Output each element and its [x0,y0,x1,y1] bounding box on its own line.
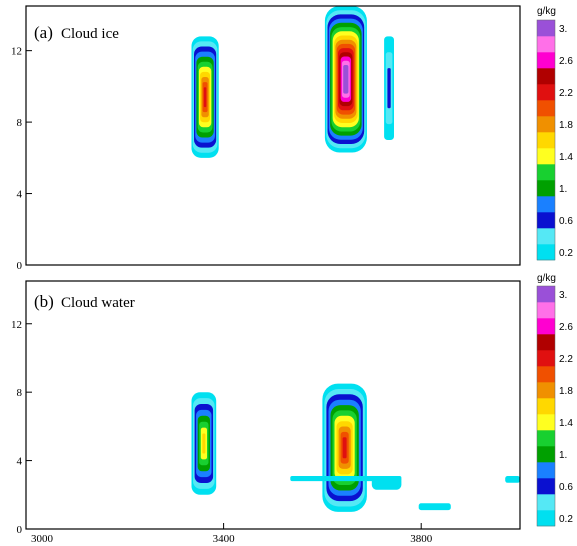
plot-area [26,6,520,265]
contour-level [203,87,207,108]
cloud-feature [324,6,367,153]
colorbar-swatch [537,68,555,85]
colorbar-swatch [537,180,555,197]
panel-label: (b) [34,292,54,311]
colorbar-swatch [537,212,555,229]
colorbar-tick-label: 1.4 [559,418,573,429]
colorbar-swatch [537,20,555,37]
colorbar-swatch [537,132,555,149]
y-tick-label: 4 [17,189,23,201]
colorbar-tick-label: 1. [559,450,567,461]
cloud-feature [191,36,219,158]
plot-area [26,281,520,529]
colorbar-swatch [537,446,555,463]
colorbar-frame [536,285,556,527]
y-tick-label: 12 [11,319,22,331]
colorbar-swatch [537,196,555,213]
colorbar-swatch [537,52,555,69]
colorbar-tick-label: 1. [559,184,567,195]
panel-label: (a) [34,23,53,42]
colorbar-tick-label: 2.6 [559,56,573,67]
colorbar-swatch [537,286,555,303]
y-axis: 0 4 8 12 [11,319,32,536]
plot-frame [25,280,521,530]
panel-title: Cloud water [61,295,135,311]
x-tick-label: 3400 [213,533,236,545]
colorbar-swatch [537,478,555,495]
colorbar-swatch [537,414,555,431]
contour-level [344,69,348,90]
colorbar-tick-label: 2.2 [559,354,573,365]
colorbar-tick-label: 0.2 [559,248,573,259]
colorbar-swatch [537,148,555,165]
colorbar-tick-label: 3. [559,24,567,35]
contour-level [202,433,206,454]
panel-title: Cloud ice [61,26,119,42]
contour-marks [191,6,394,158]
colorbar-swatch [537,494,555,511]
colorbar-swatch [537,84,555,101]
colorbar-swatch [537,430,555,447]
y-tick-label: 4 [17,456,23,468]
colorbar-swatch [537,228,555,245]
contour-marks [191,383,520,512]
cloud-feature [322,383,367,512]
colorbar-tick-label: 2.6 [559,322,573,333]
colorbar-swatch [537,366,555,383]
y-axis: 0 4 8 12 [11,46,32,272]
colorbar-unit: g/kg [537,6,556,17]
colorbar-swatch [537,318,555,335]
cloud-feature [384,36,394,140]
y-tick-label: 8 [17,387,23,399]
colorbar-tick-label: 0.6 [559,216,573,227]
x-tick-label: 3800 [410,533,433,545]
colorbar-tick-label: 3. [559,290,567,301]
y-tick-label: 0 [17,260,23,272]
colorbar-swatch [537,164,555,181]
colorbar-swatch [537,350,555,367]
contour-level [342,437,347,459]
colorbar: 3. 2.6 2.2 1.8 1.4 1. 0.6 0.2 [536,285,573,527]
cloud-feature [505,476,520,483]
contour-level [418,503,451,511]
x-axis: 3000 3400 3800 [25,523,433,545]
colorbar-tick-label: 0.6 [559,482,573,493]
colorbar-tick-label: 1.8 [559,386,573,397]
colorbar-swatch [537,462,555,479]
panel-cloud-ice: 0 4 8 12 (a) Cloud ice 3. 2.6 2.2 1.8 1.4 1. 0.6 0… [11,5,573,272]
plot-frame [25,5,521,266]
colorbar-swatch [537,510,555,527]
y-tick-label: 12 [11,46,22,58]
colorbar-swatch [537,36,555,53]
colorbar: 3. 2.6 2.2 1.8 1.4 1. 0.6 0.2 [536,19,573,261]
colorbar-swatch [537,334,555,351]
contour-level [505,476,520,483]
colorbar-unit: g/kg [537,273,556,284]
colorbar-swatch [537,116,555,133]
colorbar-tick-label: 0.2 [559,514,573,525]
colorbar-swatch [537,398,555,415]
cloud-feature [418,503,451,511]
colorbar-swatch [537,100,555,117]
colorbar-tick-label: 1.4 [559,152,573,163]
colorbar-swatch [537,382,555,399]
contour-level [371,476,402,490]
colorbar-tick-label: 2.2 [559,88,573,99]
contour-level [387,68,391,109]
colorbar-tick-label: 1.8 [559,120,573,131]
colorbar-frame [536,19,556,261]
cloud-feature [191,392,217,495]
colorbar-swatch [537,302,555,319]
colorbar-swatch [537,244,555,261]
x-tick-label: 3000 [31,533,54,545]
panel-cloud-water: 0 4 8 12 3000 3400 3800 (b) Cloud water 3. 2.6… [11,273,573,545]
cloud-feature [371,476,402,490]
y-tick-label: 0 [17,524,23,536]
y-tick-label: 8 [17,117,23,129]
